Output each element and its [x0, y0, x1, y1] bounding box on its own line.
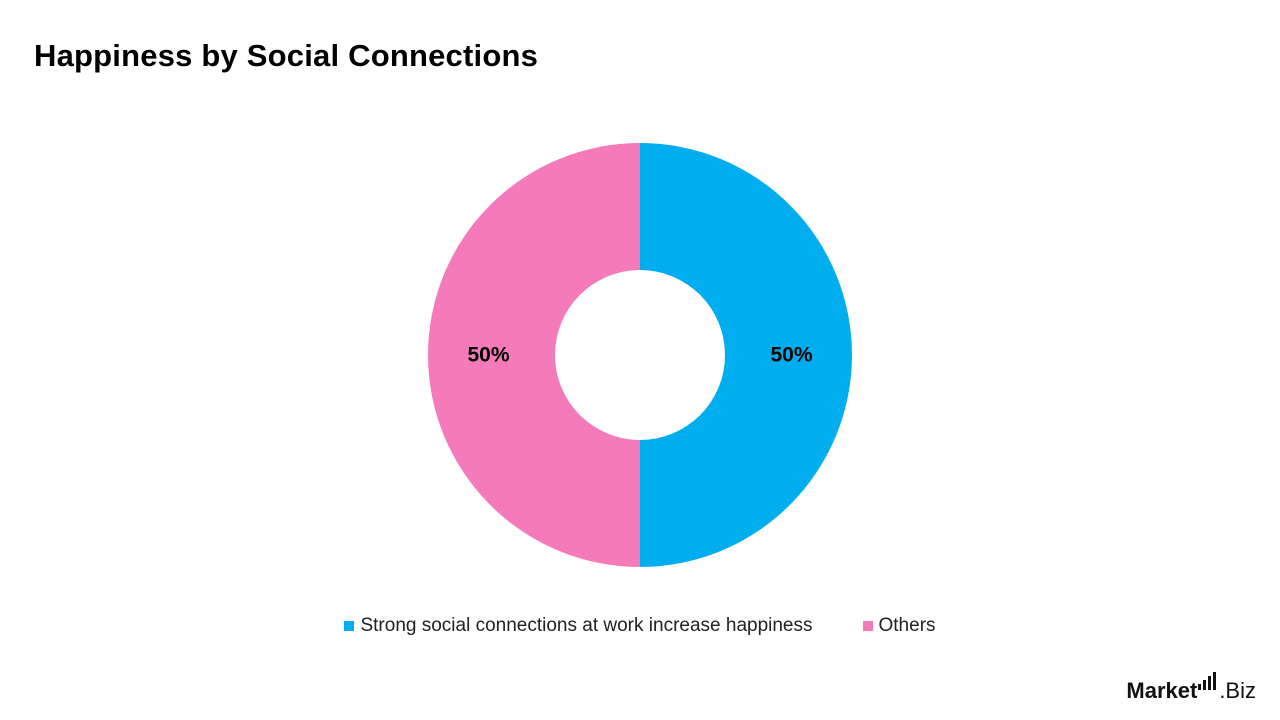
legend-swatch: [344, 621, 355, 631]
donut-slice-1: [640, 143, 852, 567]
slice-label-1: 50%: [770, 344, 812, 367]
legend-label: Strong social connections at work increa…: [360, 615, 813, 636]
logo-text-bold: Market: [1126, 678, 1198, 703]
marketbiz-logo: Market .Biz: [1126, 672, 1256, 704]
logo-bars-icon: [1198, 672, 1218, 690]
slice-labels: 50% 50%: [467, 344, 812, 367]
legend-item-1: Strong social connections at work increa…: [344, 615, 813, 637]
chart-legend: Strong social connections at work increa…: [0, 615, 1280, 637]
legend-label: Others: [878, 615, 936, 636]
slice-label-2: 50%: [467, 344, 509, 367]
donut-slices: [428, 143, 852, 567]
logo-text-light: .Biz: [1219, 678, 1256, 703]
chart-title: Happiness by Social Connections: [34, 38, 539, 73]
donut-slice-2: [428, 143, 640, 567]
legend-item-2: Others: [862, 615, 936, 637]
legend-swatch: [862, 621, 873, 631]
